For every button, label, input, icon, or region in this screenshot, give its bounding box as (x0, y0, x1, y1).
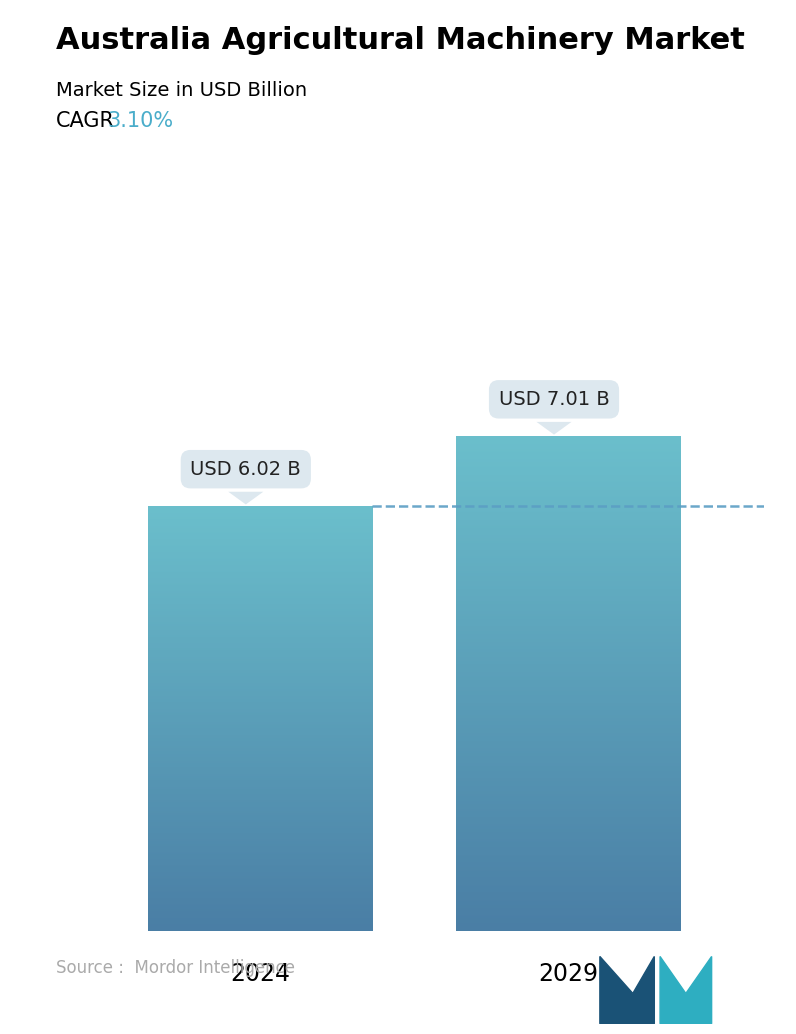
Text: Market Size in USD Billion: Market Size in USD Billion (56, 81, 306, 99)
Polygon shape (228, 492, 263, 505)
Text: CAGR: CAGR (56, 111, 115, 130)
Text: 2029: 2029 (538, 963, 598, 986)
Polygon shape (537, 422, 572, 434)
Text: USD 6.02 B: USD 6.02 B (190, 460, 301, 479)
Text: 3.10%: 3.10% (107, 111, 174, 130)
Text: Australia Agricultural Machinery Market: Australia Agricultural Machinery Market (56, 26, 744, 55)
Polygon shape (600, 956, 654, 1024)
Text: USD 7.01 B: USD 7.01 B (498, 390, 610, 408)
Text: Source :  Mordor Intelligence: Source : Mordor Intelligence (56, 960, 295, 977)
Text: 2024: 2024 (230, 963, 290, 986)
Polygon shape (660, 956, 712, 1024)
